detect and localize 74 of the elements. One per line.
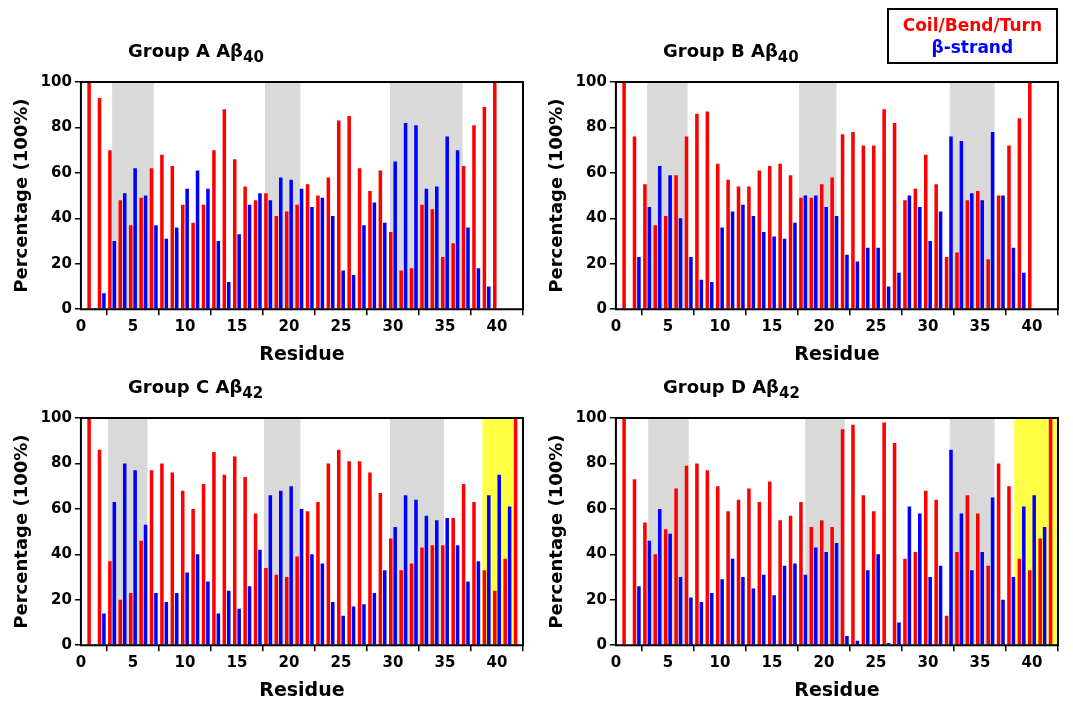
x-tick-label: 40 (486, 653, 508, 672)
x-tick-label: 5 (127, 653, 139, 672)
x-tick-label: 20 (278, 317, 300, 336)
x-tick-label: 25 (330, 317, 352, 336)
x-tick-label: 0 (75, 653, 87, 672)
y-tick-label: 80 (586, 453, 607, 472)
x-tick-label: 20 (813, 653, 835, 672)
y-tick-label: 40 (51, 544, 72, 563)
y-tick-label: 20 (586, 589, 607, 608)
x-tick-label: 10 (174, 653, 196, 672)
x-tick-label: 15 (226, 317, 248, 336)
x-tick-label: 0 (610, 653, 622, 672)
y-tick-label: 60 (51, 498, 72, 517)
x-tick-label: 15 (761, 653, 783, 672)
y-tick-label: 100 (575, 71, 607, 90)
y-tick-label: 0 (596, 299, 607, 318)
x-tick-label: 5 (662, 317, 674, 336)
y-tick-label: 20 (51, 253, 72, 272)
x-tick-label: 25 (330, 653, 352, 672)
x-tick-label: 15 (761, 317, 783, 336)
x-tick-label: 20 (278, 653, 300, 672)
y-tick-label: 40 (51, 208, 72, 227)
chart-title: Group A Aβ$_{40}$ (128, 40, 264, 68)
x-tick-label: 35 (969, 317, 991, 336)
y-tick-label: 40 (586, 208, 607, 227)
x-tick-label: 15 (226, 653, 248, 672)
y-tick-label: 80 (51, 117, 72, 136)
x-tick-label: 35 (969, 653, 991, 672)
x-tick-label: 20 (813, 317, 835, 336)
x-tick-label: 10 (709, 317, 731, 336)
text: β-strand (930, 36, 1015, 58)
x-tick-label: 30 (382, 653, 404, 672)
x-tick-label: 35 (434, 653, 456, 672)
x-tick-label: 10 (174, 317, 196, 336)
x-tick-label: 0 (75, 317, 87, 336)
y-tick-label: 80 (586, 117, 607, 136)
y-tick-label: 60 (586, 498, 607, 517)
y-tick-label: 80 (51, 453, 72, 472)
x-tick-label: 40 (1021, 317, 1043, 336)
x-tick-label: 35 (434, 317, 456, 336)
y-tick-label: 0 (61, 299, 72, 318)
y-tick-label: 60 (586, 162, 607, 181)
x-tick-label: 40 (486, 317, 508, 336)
chart-title: Group D Aβ$_{42}$ (663, 376, 800, 404)
x-tick-label: 40 (1021, 653, 1043, 672)
y-tick-label: 20 (586, 253, 607, 272)
x-tick-label: 30 (917, 653, 939, 672)
x-axis-title: Residue (794, 677, 880, 700)
x-tick-label: 5 (662, 653, 674, 672)
y-tick-label: 100 (40, 407, 72, 426)
x-tick-label: 25 (865, 317, 887, 336)
y-tick-label: 60 (51, 162, 72, 181)
y-axis-title: Percentage (100%) (545, 98, 567, 293)
text: Coil/Bend/Turn (902, 14, 1042, 36)
y-tick-label: 0 (61, 635, 72, 654)
x-axis-title: Residue (794, 341, 880, 364)
y-axis-title: Percentage (100%) (545, 434, 567, 629)
y-axis-title: Percentage (100%) (10, 434, 32, 629)
y-tick-label: 100 (575, 407, 607, 426)
y-tick-label: 100 (40, 71, 72, 90)
x-tick-label: 5 (127, 317, 139, 336)
x-tick-label: 30 (917, 317, 939, 336)
x-tick-label: 25 (865, 653, 887, 672)
x-axis-title: Residue (259, 341, 345, 364)
x-axis-title: Residue (259, 677, 345, 700)
y-tick-label: 40 (586, 544, 607, 563)
y-tick-label: 0 (596, 635, 607, 654)
y-axis-title: Percentage (100%) (10, 98, 32, 293)
y-tick-label: 20 (51, 589, 72, 608)
chart-title: Group B Aβ$_{40}$ (663, 40, 799, 68)
chart-title: Group C Aβ$_{42}$ (128, 376, 264, 404)
x-tick-label: 10 (709, 653, 731, 672)
x-tick-label: 30 (382, 317, 404, 336)
x-tick-label: 0 (610, 317, 622, 336)
